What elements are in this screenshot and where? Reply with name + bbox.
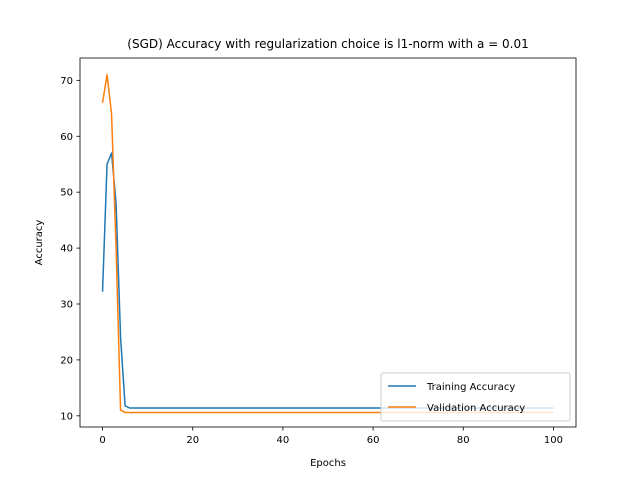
plot-frame xyxy=(79,57,577,428)
series-line-validation xyxy=(101,74,554,414)
y-tick-label: 10 xyxy=(60,411,73,422)
x-tick-label: 40 xyxy=(277,435,290,446)
legend: Training Accuracy Validation Accuracy xyxy=(380,372,571,422)
x-tick-label: 20 xyxy=(186,435,199,446)
legend-box xyxy=(380,372,571,422)
y-tick-label: 40 xyxy=(60,244,73,255)
y-tick-label: 30 xyxy=(60,300,73,311)
x-axis-label: Epochs xyxy=(310,458,346,469)
y-tick-label: 50 xyxy=(60,188,73,199)
legend-label-training: Training Accuracy xyxy=(426,382,515,393)
legend-label-validation: Validation Accuracy xyxy=(427,403,525,414)
plot-lines xyxy=(101,74,554,414)
y-tick-label: 20 xyxy=(60,355,73,366)
chart-title: (SGD) Accuracy with regularization choic… xyxy=(127,37,528,51)
y-tick-label: 60 xyxy=(60,132,73,143)
ticks: 0 20 40 60 80 100 10 20 30 40 50 60 70 xyxy=(60,76,563,446)
x-tick-label: 0 xyxy=(99,435,105,446)
series-line-training xyxy=(101,152,554,409)
x-tick-label: 80 xyxy=(457,435,470,446)
y-axis-label: Accuracy xyxy=(34,220,45,266)
x-tick-label: 100 xyxy=(544,435,563,446)
x-tick-label: 60 xyxy=(367,435,380,446)
y-tick-label: 70 xyxy=(60,76,73,87)
